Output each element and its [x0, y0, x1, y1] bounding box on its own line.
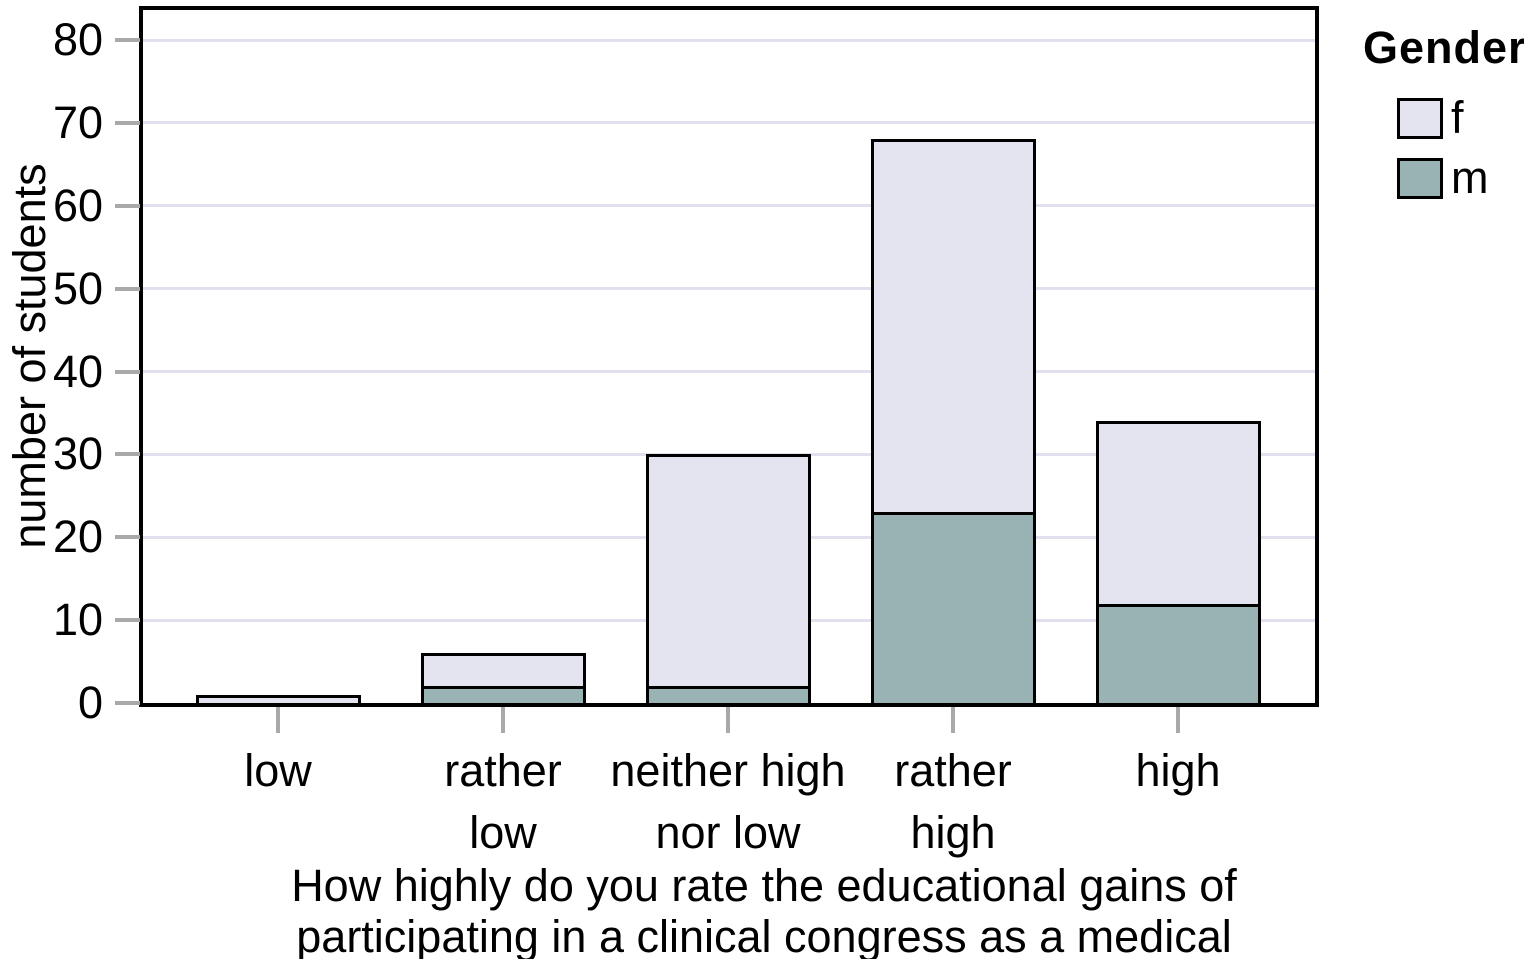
y-tick-label-50: 50 — [52, 262, 103, 314]
y-tick-label-20: 20 — [52, 511, 103, 563]
x-tick-mark-0 — [276, 707, 280, 733]
y-tick-mark-0 — [115, 701, 140, 705]
legend-label-f: f — [1451, 92, 1464, 143]
y-tick-mark-60 — [115, 203, 140, 208]
bar-segment-f — [1095, 421, 1261, 607]
gridline-30 — [143, 452, 1315, 456]
legend-item-f: f — [1397, 92, 1524, 144]
gridline-80 — [143, 38, 1315, 42]
y-tick-label-60: 60 — [52, 179, 103, 231]
bar-segment-f — [645, 454, 811, 690]
x-category-label-4: high — [1135, 745, 1221, 796]
y-tick-mark-50 — [115, 286, 140, 291]
x-tick-mark-2 — [726, 707, 730, 733]
x-category-label-0: low — [244, 745, 312, 796]
bar-segment-f — [870, 139, 1036, 516]
gridline-50 — [143, 287, 1315, 291]
legend-swatch-m — [1397, 157, 1443, 199]
bar-segment-f — [420, 653, 586, 690]
x-tick-mark-3 — [951, 707, 955, 733]
y-tick-label-70: 70 — [52, 96, 103, 148]
y-tick-mark-10 — [115, 618, 140, 623]
y-tick-mark-30 — [115, 452, 140, 457]
gridline-40 — [143, 370, 1315, 373]
legend-title: Gender — [1363, 22, 1524, 73]
x-axis-title: How highly do you rate the educational g… — [291, 860, 1237, 959]
y-tick-mark-70 — [115, 120, 140, 125]
y-tick-label-30: 30 — [52, 428, 103, 480]
x-tick-mark-4 — [1176, 707, 1180, 733]
x-category-label-1: rather low — [444, 745, 562, 858]
legend-item-m: m — [1397, 152, 1524, 204]
y-tick-mark-20 — [115, 535, 140, 540]
x-category-label-2: neither high nor low — [610, 745, 846, 858]
plot-area — [139, 6, 1319, 707]
y-tick-label-10: 10 — [52, 594, 103, 646]
y-tick-label-80: 80 — [52, 14, 103, 65]
y-tick-mark-80 — [115, 38, 140, 42]
x-category-label-3: rather high — [894, 745, 1012, 858]
bar-segment-m — [1095, 603, 1261, 706]
gridline-60 — [143, 204, 1315, 208]
y-tick-label-40: 40 — [52, 345, 103, 397]
bar-segment-f — [195, 694, 361, 706]
bar-segment-m — [870, 512, 1036, 706]
x-tick-mark-1 — [501, 707, 505, 733]
y-tick-label-0: 0 — [77, 677, 103, 728]
legend-swatch-f — [1397, 97, 1443, 139]
y-tick-mark-40 — [115, 369, 140, 374]
legend-label-m: m — [1451, 152, 1489, 203]
gridline-70 — [143, 121, 1315, 125]
